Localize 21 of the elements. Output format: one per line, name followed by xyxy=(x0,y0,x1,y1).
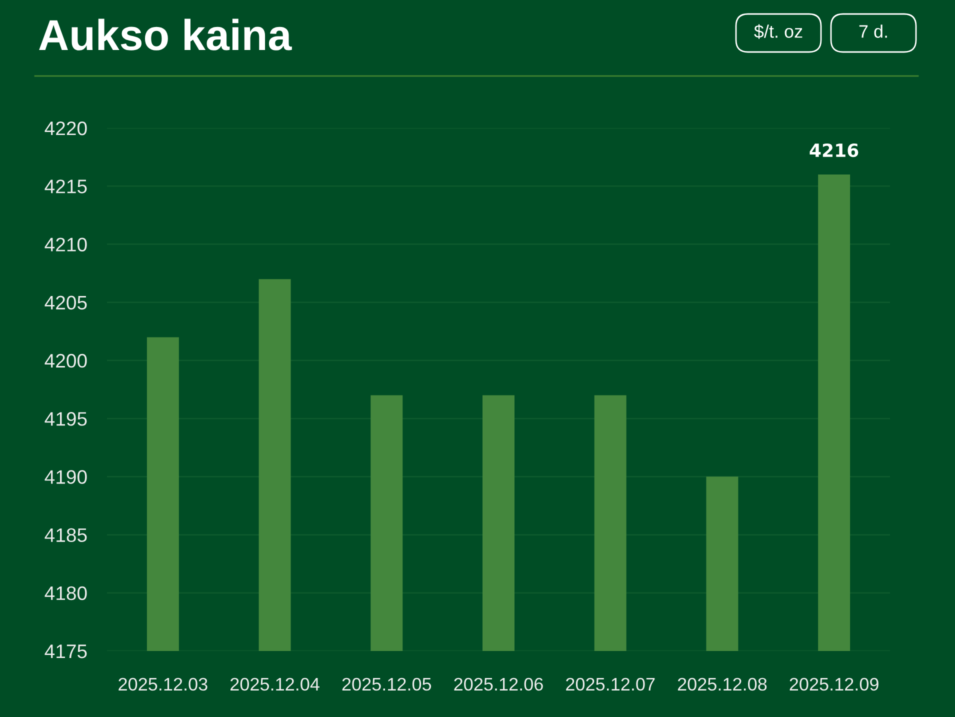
data-label: 4216 xyxy=(810,143,858,158)
x-tick-label: 2025.12.09 xyxy=(790,678,878,691)
y-tick-label: 4190 xyxy=(44,470,87,484)
text: $/t. oz xyxy=(754,24,802,39)
y-tick-label: 4210 xyxy=(44,238,87,252)
x-tick-label: 2025.12.03 xyxy=(118,678,208,691)
y-tick-label: 4180 xyxy=(44,586,87,600)
x-tick-label: 2025.12.07 xyxy=(566,678,655,691)
x-tick-label: 2025.12.04 xyxy=(230,678,320,691)
x-tick-label: 2025.12.05 xyxy=(342,678,432,691)
y-tick-label: 4185 xyxy=(44,528,87,542)
x-tick-label: 2025.12.08 xyxy=(678,678,767,691)
x-tick-label: 2025.12.06 xyxy=(454,678,543,691)
y-tick-label: 4220 xyxy=(44,121,87,136)
y-tick-label: 4205 xyxy=(44,296,87,310)
y-tick-label: 4215 xyxy=(44,180,87,194)
y-tick-label: 4175 xyxy=(44,644,87,658)
text: 7 d. xyxy=(859,24,887,38)
y-tick-label: 4200 xyxy=(44,354,87,368)
y-tick-label: 4195 xyxy=(44,412,87,426)
chart-title: Aukso kaina xyxy=(39,18,292,50)
